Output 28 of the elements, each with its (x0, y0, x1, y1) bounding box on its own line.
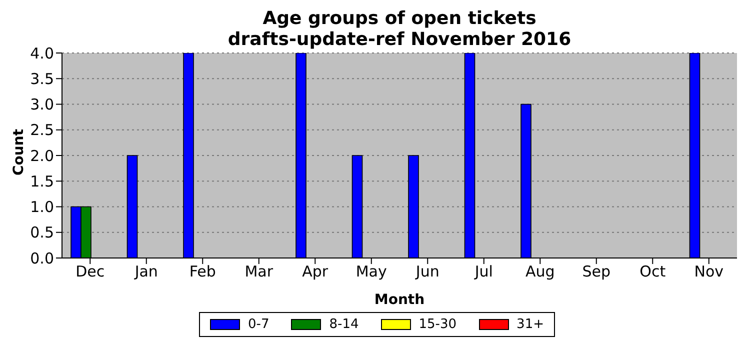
x-tick-label: Apr (302, 262, 329, 281)
x-tick-label: Nov (694, 262, 724, 281)
y-tick-label: 2.0 (30, 146, 54, 165)
x-tick-label: Sep (582, 262, 611, 281)
y-tick-label: 3.5 (30, 70, 54, 88)
chart-title: Age groups of open tickets drafts-update-ref November 2016 (226, 8, 572, 50)
x-tick-label: Jun (414, 262, 440, 281)
x-tick-label: Oct (640, 262, 666, 281)
y-tick-label: 1.0 (30, 198, 54, 216)
legend-label: 31+ (516, 317, 544, 332)
y-tick-label: 3.0 (30, 96, 54, 114)
y-tick-label: 2.5 (30, 121, 54, 140)
y-tick-label: 0.0 (30, 249, 54, 268)
legend-label: 0-7 (248, 317, 270, 332)
x-tick-label: Mar (244, 262, 274, 281)
legend-label: 15-30 (418, 317, 457, 332)
legend-label: 8-14 (329, 317, 359, 332)
y-axis-title: Count (10, 128, 27, 176)
y-tick-label: 1.5 (30, 172, 54, 190)
x-axis-title: Month (374, 292, 425, 308)
y-tick-label: 0.5 (30, 224, 54, 242)
x-tick-label: Dec (76, 262, 105, 281)
x-tick-label: Aug (525, 262, 555, 281)
x-tick-label: Feb (189, 262, 216, 281)
y-tick-label: 4.0 (30, 44, 54, 62)
x-tick-label: Jan (134, 262, 158, 281)
x-tick-label: Jul (474, 262, 493, 281)
x-tick-label: May (356, 262, 387, 281)
